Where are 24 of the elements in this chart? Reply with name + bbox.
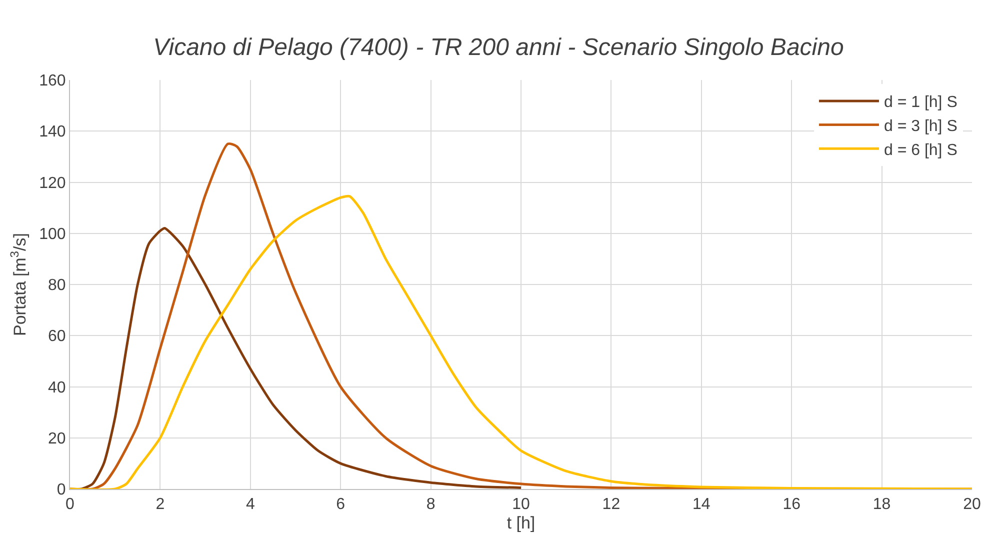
y-tick-label: 160	[39, 72, 66, 90]
x-tick-label: 4	[246, 496, 255, 514]
legend-label: d = 6 [h] S	[884, 142, 958, 159]
x-tick-label: 2	[156, 496, 165, 514]
y-tick-label: 80	[48, 277, 66, 294]
y-tick-label: 20	[48, 430, 66, 448]
x-tick-label: 16	[782, 496, 801, 514]
y-tick-label: 120	[39, 174, 66, 192]
x-tick-label: 10	[512, 496, 530, 514]
x-tick-label: 18	[872, 496, 891, 514]
x-tick-label: 20	[963, 496, 981, 514]
y-tick-label: 60	[48, 328, 66, 346]
chart-title: Vicano di Pelago (7400) - TR 200 anni - Scenario Singolo Bacino	[153, 34, 844, 62]
y-tick-label: 0	[56, 482, 66, 499]
x-tick-label: 6	[336, 496, 346, 514]
y-tick-label: 140	[39, 124, 66, 141]
x-tick-label: 12	[602, 496, 620, 514]
x-tick-label: 14	[692, 496, 710, 514]
x-tick-label: 8	[426, 496, 436, 514]
legend-label: d = 3 [h] S	[884, 118, 958, 136]
y-tick-label: 100	[39, 226, 66, 243]
y-tick-label: 40	[48, 379, 66, 396]
legend-label: d = 1 [h] S	[884, 94, 958, 112]
x-axis-title: t [h]	[506, 514, 536, 533]
